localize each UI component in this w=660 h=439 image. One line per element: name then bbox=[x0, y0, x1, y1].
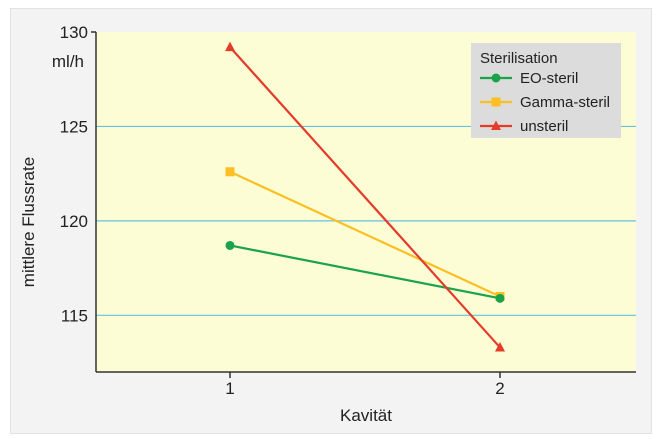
legend-label-eo-steril: EO-steril bbox=[520, 70, 578, 87]
y-axis-title: mittlere Flussrate bbox=[19, 157, 38, 287]
point-unsteril-2 bbox=[495, 341, 505, 352]
point-gamma-steril-1 bbox=[225, 167, 235, 177]
y-tick-label-125: 125 bbox=[60, 117, 88, 136]
legend-marker-gamma-steril bbox=[491, 97, 501, 107]
y-tick-label-130: 130 bbox=[60, 23, 88, 42]
axes bbox=[91, 31, 636, 378]
legend-label-unsteril: unsteril bbox=[520, 118, 568, 135]
x-axis-title: Kavität bbox=[340, 406, 392, 425]
point-eo-steril-1 bbox=[225, 240, 235, 250]
x-tick-label-1: 1 bbox=[225, 379, 234, 398]
series-line-unsteril bbox=[229, 46, 501, 349]
legend-marker-eo-steril bbox=[491, 73, 501, 83]
legend-marker-unsteril bbox=[491, 120, 501, 130]
x-tick-label-2: 2 bbox=[495, 379, 504, 398]
point-eo-steril-2 bbox=[495, 293, 505, 303]
tick-labels: 115 120 125 130 1 2 bbox=[60, 23, 505, 398]
legend-title: Sterilisation bbox=[480, 50, 558, 67]
series-line-eo-steril bbox=[229, 244, 501, 300]
y-tick-label-120: 120 bbox=[60, 212, 88, 231]
legend: Sterilisation EO-steril Gamma-steril unste… bbox=[471, 43, 621, 138]
legend-entries: EO-steril Gamma-steril unsteril bbox=[480, 70, 610, 135]
y-axis-unit: ml/h bbox=[52, 52, 84, 71]
y-tick-label-115: 115 bbox=[61, 306, 88, 325]
series-line-gamma-steril bbox=[229, 170, 501, 298]
series-group bbox=[225, 41, 505, 352]
legend-label-gamma-steril: Gamma-steril bbox=[520, 94, 610, 111]
point-unsteril-1 bbox=[225, 41, 235, 52]
